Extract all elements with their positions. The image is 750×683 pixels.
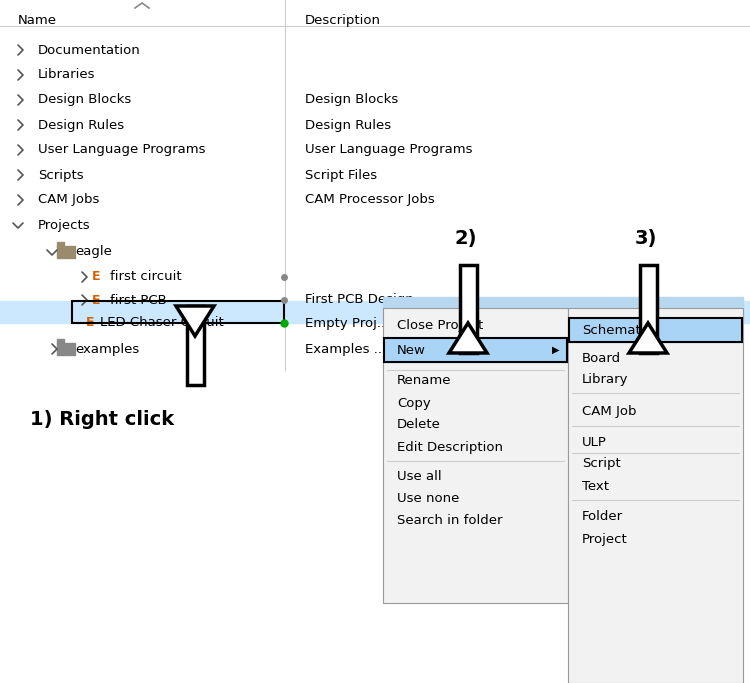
Text: Design Blocks: Design Blocks xyxy=(38,94,131,107)
Text: Script: Script xyxy=(582,458,621,471)
Text: CAM Processor Jobs: CAM Processor Jobs xyxy=(305,193,435,206)
Text: Description: Description xyxy=(305,14,381,27)
Polygon shape xyxy=(176,306,214,336)
Text: Close Project: Close Project xyxy=(397,320,483,333)
Text: Scripts: Scripts xyxy=(38,169,84,182)
Text: examples: examples xyxy=(75,342,140,355)
Text: E: E xyxy=(86,316,94,329)
Text: Rename: Rename xyxy=(397,374,451,387)
Text: LED Chaser Circuit: LED Chaser Circuit xyxy=(100,316,224,329)
Text: CAM Jobs: CAM Jobs xyxy=(38,193,99,206)
Text: Project: Project xyxy=(582,533,628,546)
Bar xyxy=(568,308,743,683)
Text: Projects: Projects xyxy=(38,219,91,232)
Text: E: E xyxy=(92,294,100,307)
Polygon shape xyxy=(449,323,487,353)
Bar xyxy=(0,301,750,323)
Text: Library: Library xyxy=(582,374,628,387)
Text: 1) Right click: 1) Right click xyxy=(30,410,174,429)
Text: First PCB Design: First PCB Design xyxy=(305,294,414,307)
Bar xyxy=(383,297,743,319)
Bar xyxy=(57,339,64,344)
Text: Name: Name xyxy=(18,14,57,27)
Text: Search in folder: Search in folder xyxy=(397,514,502,527)
Text: Empty Proj...: Empty Proj... xyxy=(305,316,389,329)
Bar xyxy=(384,338,567,362)
Text: Documentation: Documentation xyxy=(38,44,141,57)
Text: eagle: eagle xyxy=(75,245,112,258)
Text: Edit Description: Edit Description xyxy=(397,441,503,454)
Text: 2): 2) xyxy=(455,229,478,248)
Text: Schematic: Schematic xyxy=(582,324,652,337)
Text: Use none: Use none xyxy=(397,492,459,505)
Text: New: New xyxy=(397,344,426,357)
Bar xyxy=(569,318,742,342)
Bar xyxy=(569,318,742,342)
Bar xyxy=(72,301,284,323)
Text: 3): 3) xyxy=(635,229,657,248)
Text: Design Rules: Design Rules xyxy=(305,118,392,132)
Text: Use all: Use all xyxy=(397,471,442,484)
Text: Text: Text xyxy=(582,479,609,492)
Text: CAM Job: CAM Job xyxy=(582,404,637,417)
Bar xyxy=(57,246,75,258)
Text: Libraries: Libraries xyxy=(38,68,95,81)
Text: first circuit: first circuit xyxy=(110,270,182,283)
Text: Copy: Copy xyxy=(397,397,430,410)
Text: E: E xyxy=(92,270,100,283)
Bar xyxy=(460,265,476,353)
Bar xyxy=(57,242,64,247)
Text: Delete: Delete xyxy=(397,419,441,432)
Bar xyxy=(383,308,568,603)
Bar xyxy=(57,343,75,355)
Text: Script Files: Script Files xyxy=(305,169,377,182)
Text: Board: Board xyxy=(582,352,621,365)
Polygon shape xyxy=(629,323,667,353)
Text: Design Rules: Design Rules xyxy=(38,118,125,132)
Text: User Language Programs: User Language Programs xyxy=(305,143,472,156)
Text: first PCB: first PCB xyxy=(110,294,166,307)
Text: User Language Programs: User Language Programs xyxy=(38,143,206,156)
Bar xyxy=(187,306,203,385)
Text: ULP: ULP xyxy=(582,436,607,449)
Text: Design Blocks: Design Blocks xyxy=(305,94,398,107)
Text: Folder: Folder xyxy=(582,510,623,523)
Text: ▶: ▶ xyxy=(552,345,560,355)
Text: Examples ...: Examples ... xyxy=(305,342,386,355)
Bar xyxy=(640,265,656,353)
Bar xyxy=(384,338,567,362)
